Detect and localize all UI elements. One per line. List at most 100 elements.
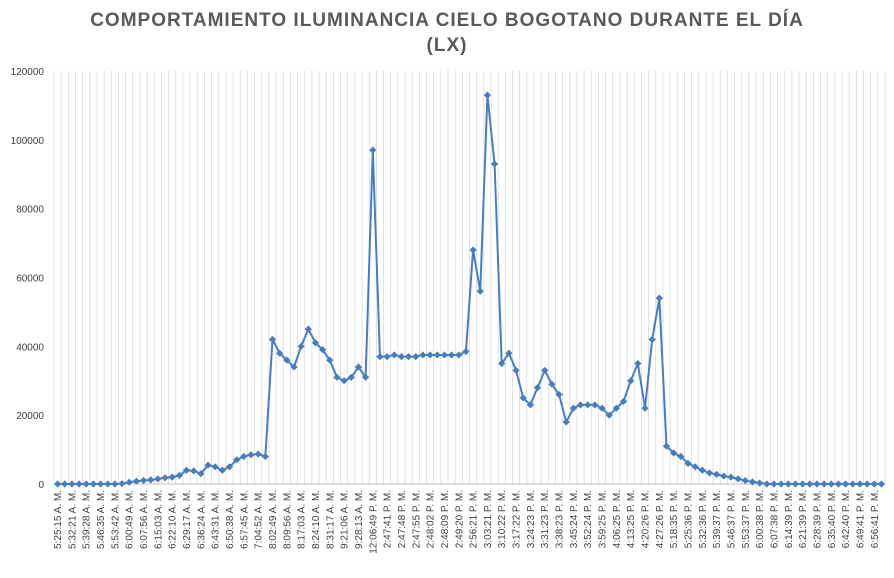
data-point	[419, 351, 427, 359]
x-tick-label: 9:21:06 A. M.	[340, 490, 351, 549]
data-point	[526, 401, 534, 409]
data-point	[813, 480, 821, 488]
x-tick-label: 3:59:25 P. M.	[598, 490, 609, 548]
data-point	[311, 339, 320, 347]
x-tick-label: 5:39:28 A. M.	[82, 490, 93, 549]
data-point	[799, 480, 807, 488]
data-point	[548, 380, 556, 388]
x-tick-label: 6:43:31 A. M.	[211, 490, 222, 549]
data-point	[139, 476, 148, 485]
data-point	[204, 461, 212, 469]
x-tick-label: 6:50:38 A. M.	[225, 490, 236, 549]
y-tick-label: 120000	[11, 67, 45, 78]
data-point	[268, 335, 277, 344]
data-point	[727, 473, 735, 481]
x-tick-label: 6:07:38 P. M.	[769, 490, 780, 548]
data-point	[756, 479, 764, 487]
y-tick-label: 40000	[16, 342, 44, 353]
x-tick-label: 2:47:48 P. M.	[397, 490, 408, 548]
data-point	[362, 373, 370, 381]
data-point	[96, 480, 105, 488]
data-point	[376, 353, 384, 361]
data-point	[240, 452, 248, 461]
data-point	[770, 480, 778, 488]
x-tick-label: 5:46:35 A. M.	[96, 490, 107, 549]
data-point	[197, 470, 205, 478]
data-point	[175, 471, 183, 479]
data-point	[125, 478, 133, 486]
data-point	[455, 351, 463, 359]
data-point	[397, 353, 406, 361]
x-tick-label: 3:52:24 P. M.	[583, 490, 594, 548]
data-point	[720, 472, 728, 480]
data-point	[283, 356, 291, 364]
x-tick-label: 12:06:49 P. M.	[368, 490, 379, 554]
data-point	[834, 480, 843, 488]
data-point	[713, 470, 721, 478]
data-point	[254, 450, 262, 458]
data-point	[132, 477, 140, 485]
x-tick-label: 5:46:37 P. M.	[726, 490, 737, 548]
data-point	[662, 442, 671, 450]
data-point	[641, 404, 649, 412]
x-tick-label: 3:03:21 P. M.	[483, 490, 494, 548]
data-point	[777, 480, 785, 488]
chart-title-text: COMPORTAMIENTO ILUMINANCIA CIELO BOGOTAN…	[90, 10, 804, 56]
x-tick-label: 6:00:49 A. M.	[125, 490, 136, 549]
x-tick-label: 6:21:39 P. M.	[798, 490, 809, 548]
x-tick-label: 5:25:36 P. M.	[683, 490, 694, 548]
data-point	[469, 246, 477, 254]
data-point	[849, 480, 857, 488]
data-point	[190, 467, 198, 475]
data-point	[691, 463, 699, 471]
data-point	[483, 91, 492, 99]
data-point	[383, 353, 391, 361]
data-point	[677, 452, 685, 461]
data-point	[225, 463, 234, 471]
data-point	[863, 480, 871, 488]
data-point	[111, 480, 119, 488]
data-point	[533, 384, 542, 392]
x-tick-label: 8:17:03 A. M.	[297, 490, 308, 549]
data-point	[369, 146, 377, 154]
x-tick-label: 2:48:09 P. M.	[440, 490, 451, 548]
data-point	[412, 353, 420, 361]
data-point	[182, 466, 191, 474]
y-tick-label: 80000	[16, 205, 44, 216]
x-tick-label: 9:28:13 A. M.	[354, 490, 365, 549]
data-point	[326, 356, 334, 364]
x-tick-label: 2:56:21 P. M.	[469, 490, 480, 548]
data-point	[877, 480, 886, 488]
x-tick-label: 5:53:42 A. M.	[110, 490, 121, 549]
data-point	[147, 476, 155, 484]
data-point	[319, 346, 327, 354]
data-point	[856, 480, 864, 488]
data-point	[354, 363, 363, 371]
x-tick-label: 6:22:10 A. M.	[168, 490, 179, 549]
x-tick-label: 3:17:22 P. M.	[512, 490, 523, 548]
data-point	[841, 480, 850, 488]
x-tick-label: 8:09:56 A. M.	[282, 490, 293, 549]
x-tick-label: 6:28:39 P. M.	[812, 490, 823, 548]
x-tick-label: 5:39:37 P. M.	[712, 490, 723, 548]
data-point	[698, 466, 706, 474]
x-tick-label: 8:31:17 A. M.	[325, 490, 336, 549]
data-point	[591, 401, 599, 409]
data-point	[791, 480, 800, 488]
x-tick-label: 5:53:37 P. M.	[741, 490, 752, 548]
x-tick-label: 4:27:26 P. M.	[655, 490, 666, 548]
data-point	[405, 353, 413, 361]
data-point	[541, 366, 549, 375]
data-point	[806, 480, 814, 488]
data-point	[168, 473, 176, 481]
x-tick-label: 5:32:36 P. M.	[698, 490, 709, 548]
x-tick-label: 2:49:20 P. M.	[454, 490, 465, 548]
x-tick-label: 7:04:52 A. M.	[254, 490, 265, 549]
data-point	[598, 404, 606, 412]
data-point	[490, 160, 499, 168]
data-point	[233, 456, 241, 464]
data-point	[82, 480, 90, 488]
data-point	[476, 287, 484, 295]
data-point	[670, 449, 678, 457]
y-tick-label: 100000	[11, 136, 45, 147]
